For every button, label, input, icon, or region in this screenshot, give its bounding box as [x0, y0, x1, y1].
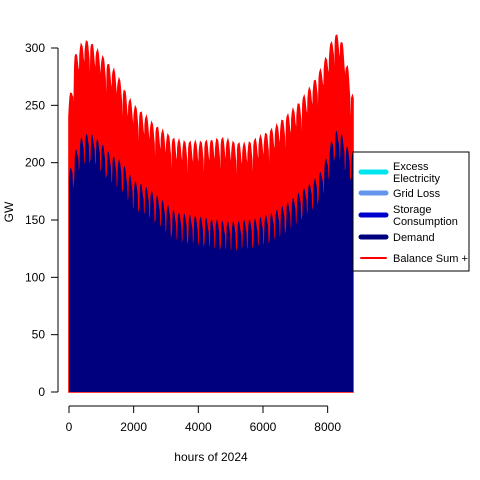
x-tick-label: 6000	[250, 420, 277, 434]
y-tick-label: 50	[32, 328, 46, 342]
x-tick-label: 8000	[314, 420, 341, 434]
legend-label-demand: Demand	[393, 232, 435, 244]
x-tick-label: 0	[66, 420, 73, 434]
y-tick-label: 250	[25, 98, 45, 112]
y-ticks: 0 50 100 150 200 250 300	[25, 41, 58, 399]
legend-label-balance-sum: Balance Sum +	[393, 253, 468, 265]
legend-label-grid-loss: Grid Loss	[393, 188, 441, 200]
x-axis-title: hours of 2024	[174, 450, 248, 464]
x-tick-label: 4000	[185, 420, 212, 434]
y-tick-label: 200	[25, 156, 45, 170]
plot-area	[69, 36, 353, 393]
x-tick-label: 2000	[120, 420, 147, 434]
x-ticks: 0 2000 4000 6000 8000	[66, 406, 342, 434]
y-tick-label: 100	[25, 270, 45, 284]
y-axis-title: GW	[2, 201, 16, 222]
y-tick-label: 300	[25, 41, 45, 55]
y-tick-label: 150	[25, 213, 45, 227]
y-tick-label: 0	[38, 385, 45, 399]
